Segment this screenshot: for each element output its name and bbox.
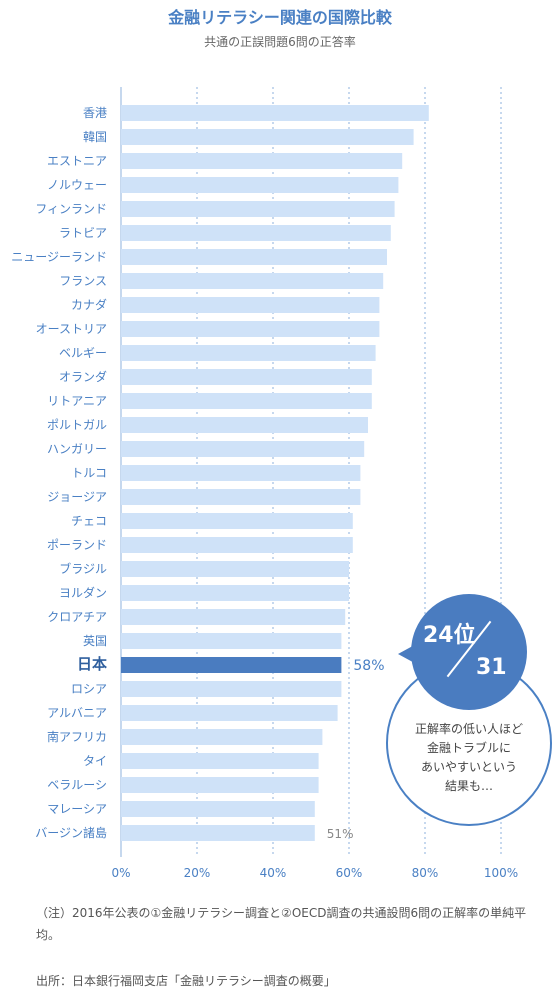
category-label: リトアニア [47, 394, 107, 408]
bar [121, 729, 323, 745]
bar [121, 537, 353, 553]
category-labels: 香港韓国エストニアノルウェーフィンランドラトビアニュージーランドフランスカナダオ… [11, 106, 107, 840]
category-label: ベラルーシ [47, 778, 107, 792]
x-tick-label: 60% [336, 866, 363, 880]
bar [121, 249, 387, 265]
bar [121, 129, 414, 145]
bar [121, 369, 372, 385]
bar [121, 489, 361, 505]
x-axis-ticks: 0% 20% 40% 60% 80% 100% [111, 866, 518, 880]
chart-title: 金融リテラシー関連の国際比較 [168, 8, 392, 27]
data-labels: 58% 51% [327, 658, 385, 841]
category-label: ニュージーランド [11, 250, 107, 264]
bar [121, 705, 338, 721]
bar [121, 681, 342, 697]
bar [121, 825, 315, 841]
footnote: （注）2016年公表の①金融リテラシー調査と②OECD調査の共通設問6問の正解率… [36, 906, 527, 942]
category-label: ハンガリー [47, 442, 107, 456]
rank-badge [411, 594, 527, 710]
category-label: チェコ [71, 514, 107, 528]
category-label: ジョージア [47, 490, 107, 504]
bar [121, 753, 319, 769]
category-label: 韓国 [83, 130, 107, 144]
bar [121, 417, 368, 433]
bar [121, 105, 429, 121]
category-label: カナダ [71, 297, 107, 312]
x-tick-label: 20% [184, 866, 211, 880]
chart-subtitle: 共通の正誤問題6問の正答率 [204, 35, 356, 49]
bar [121, 345, 376, 361]
x-tick-label: 100% [484, 866, 518, 880]
category-label: バージン諸島 [35, 825, 107, 840]
category-label: 香港 [83, 106, 107, 120]
bar [121, 201, 395, 217]
category-label: オランダ [59, 369, 107, 384]
bar [121, 153, 403, 169]
source-note: 出所：日本銀行福岡支店「金融リテラシー調査の概要」 [36, 974, 336, 988]
data-label: 58% [353, 658, 384, 674]
category-label: マレーシア [47, 802, 107, 816]
x-tick-label: 0% [111, 866, 130, 880]
category-label: エストニア [47, 154, 107, 168]
category-label: ノルウェー [47, 178, 107, 192]
bar [121, 609, 346, 625]
category-label: 日本 [77, 655, 107, 673]
bar [121, 393, 372, 409]
bar [121, 657, 342, 673]
bar [121, 465, 361, 481]
bar [121, 801, 315, 817]
bars [121, 105, 429, 841]
category-label: クロアチア [47, 610, 107, 624]
bar-chart: 香港韓国エストニアノルウェーフィンランドラトビアニュージーランドフランスカナダオ… [11, 87, 518, 880]
category-label: ブラジル [59, 561, 107, 576]
bar [121, 177, 399, 193]
data-label: 51% [327, 827, 354, 841]
x-tick-label: 80% [412, 866, 439, 880]
category-label: フィンランド [35, 202, 107, 216]
note-text: 正解率の低い人ほど 金融トラブルに あいやすいという 結果も… [414, 722, 523, 793]
bar [121, 633, 342, 649]
category-label: ベルギー [59, 346, 107, 360]
bar [121, 441, 365, 457]
bar [121, 225, 391, 241]
bar [121, 561, 349, 577]
bar [121, 321, 380, 337]
category-label: ポルトガル [47, 418, 107, 432]
category-label: オーストリア [36, 322, 107, 336]
category-label: 英国 [83, 634, 107, 648]
rank-total: 31 [476, 655, 507, 680]
bar [121, 273, 384, 289]
category-label: アルバニア [47, 706, 107, 720]
bar [121, 777, 319, 793]
category-label: ポーランド [47, 538, 107, 552]
rank-value: 24位 [423, 623, 476, 648]
category-label: タイ [83, 754, 107, 768]
bar [121, 297, 380, 313]
category-label: 南アフリカ [47, 729, 107, 744]
category-label: ロシア [71, 682, 107, 696]
category-label: ヨルダン [59, 585, 107, 600]
category-label: フランス [59, 274, 107, 288]
bar [121, 585, 349, 601]
category-label: トルコ [71, 466, 107, 480]
bar [121, 513, 353, 529]
category-label: ラトビア [59, 226, 107, 240]
x-tick-label: 40% [260, 866, 287, 880]
